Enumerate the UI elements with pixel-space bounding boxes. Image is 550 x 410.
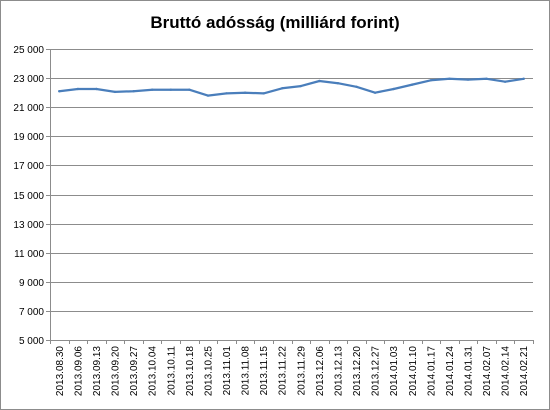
data-point bbox=[76, 87, 80, 91]
x-tick-label: 2014.02.07 bbox=[482, 346, 493, 396]
x-tick-labels: 2013.08.30 2013.09.06 2013.09.13 2013.09.20… bbox=[55, 346, 530, 396]
y-tick-labels: 5 000 7 000 9 000 11 000 13 000 15 000 17 000 1… bbox=[13, 45, 44, 347]
data-point bbox=[58, 90, 61, 93]
y-tick-label: 11 000 bbox=[14, 249, 44, 260]
x-tick-label: 2013.09.13 bbox=[92, 346, 103, 396]
data-point bbox=[485, 77, 488, 81]
data-point bbox=[262, 92, 265, 95]
x-tick-label: 2013.11.22 bbox=[278, 346, 289, 396]
data-point bbox=[132, 90, 135, 93]
data-point bbox=[169, 88, 172, 91]
x-tick-label: 2014.01.24 bbox=[445, 346, 456, 396]
y-tick-label: 25 000 bbox=[13, 45, 44, 56]
x-tick-label: 2013.09.20 bbox=[111, 346, 122, 396]
data-point bbox=[373, 91, 377, 94]
series-line bbox=[58, 77, 525, 97]
axes bbox=[46, 49, 534, 344]
y-tick-label: 5 000 bbox=[19, 336, 44, 347]
x-tick-label: 2014.01.03 bbox=[389, 346, 400, 396]
data-point bbox=[522, 77, 525, 81]
x-tick-label: 2014.02.14 bbox=[501, 346, 512, 396]
data-point bbox=[113, 90, 117, 94]
x-tick-label: 2014.01.17 bbox=[426, 346, 437, 396]
data-point bbox=[299, 84, 302, 88]
x-tick-label: 2013.11.08 bbox=[241, 346, 252, 396]
x-tick-label: 2013.12.13 bbox=[333, 346, 344, 396]
data-point bbox=[151, 88, 154, 91]
data-point bbox=[429, 79, 432, 82]
y-tick-label: 15 000 bbox=[13, 191, 44, 202]
x-tick-label: 2013.10.18 bbox=[185, 346, 196, 396]
x-tick-label: 2013.11.29 bbox=[296, 346, 307, 396]
data-point bbox=[318, 79, 321, 83]
data-point bbox=[188, 88, 191, 91]
data-point bbox=[503, 80, 507, 83]
y-tick-label: 23 000 bbox=[13, 74, 44, 85]
y-tick-label: 21 000 bbox=[13, 103, 44, 114]
x-tick-label: 2013.10.25 bbox=[203, 346, 214, 396]
y-tick-label: 7 000 bbox=[19, 307, 44, 318]
x-tick-label: 2014.01.10 bbox=[408, 346, 419, 396]
data-point bbox=[206, 94, 210, 97]
y-tick-label: 9 000 bbox=[19, 278, 44, 289]
x-tick-label: 2013.09.06 bbox=[73, 346, 84, 396]
series bbox=[58, 77, 525, 97]
x-tick-label: 2013.12.06 bbox=[315, 346, 326, 396]
data-point bbox=[411, 83, 414, 86]
data-point bbox=[281, 87, 284, 90]
y-tick-label: 17 000 bbox=[13, 161, 44, 172]
x-tick-label: 2013.10.04 bbox=[148, 346, 159, 396]
x-tick-label: 2014.02.21 bbox=[519, 346, 530, 396]
data-point bbox=[466, 78, 470, 81]
x-tick-label: 2014.01.31 bbox=[463, 346, 474, 396]
x-tick-label: 2013.11.15 bbox=[259, 346, 270, 396]
chart-title: Bruttó adósság (milliárd forint) bbox=[150, 13, 399, 32]
x-tick-label: 2013.10.11 bbox=[166, 346, 177, 396]
y-tick-label: 19 000 bbox=[13, 132, 44, 143]
x-tick-label: 2013.08.30 bbox=[55, 346, 66, 396]
data-point bbox=[336, 82, 340, 85]
x-tick-label: 2013.11.01 bbox=[222, 346, 233, 396]
data-point bbox=[95, 87, 98, 91]
x-tick-label: 2013.12.20 bbox=[352, 346, 363, 396]
data-point bbox=[225, 92, 228, 95]
gridlines bbox=[50, 49, 533, 312]
data-point bbox=[243, 91, 247, 94]
data-point bbox=[355, 85, 358, 89]
y-tick-label: 13 000 bbox=[13, 220, 44, 231]
data-point bbox=[448, 77, 451, 81]
data-point bbox=[392, 87, 395, 91]
x-tick-label: 2013.09.27 bbox=[129, 346, 140, 396]
x-tick-label: 2013.12.27 bbox=[371, 346, 382, 396]
